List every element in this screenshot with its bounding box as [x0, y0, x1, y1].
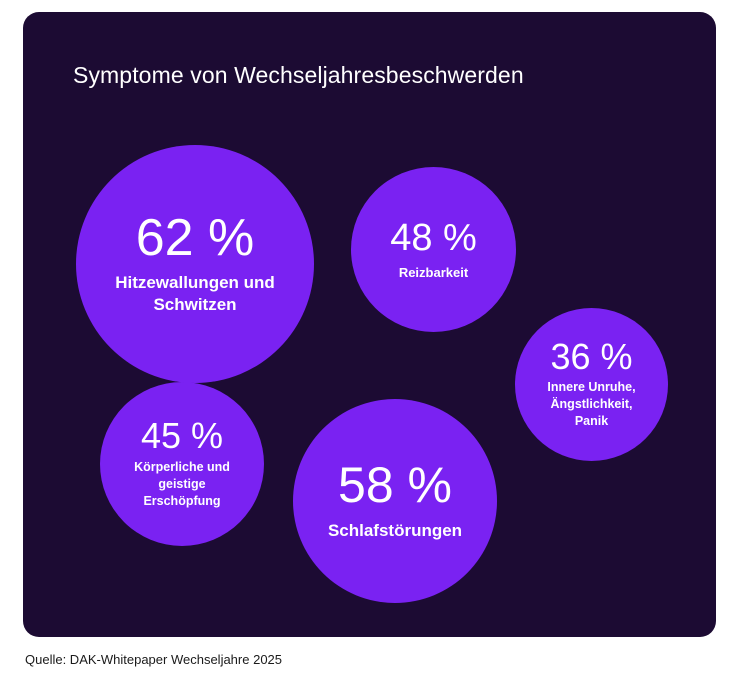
bubble-value: 36 % [550, 336, 633, 377]
bubble-innere-unruhe: 36 % Innere Unruhe, Ängstlichkeit, Panik [515, 308, 668, 461]
bubble-label: Hitzewallungen und Schwitzen [115, 273, 275, 314]
bubble-label: Innere Unruhe, Ängstlichkeit, Panik [547, 380, 636, 428]
bubble-label: Schlafstörungen [327, 521, 463, 540]
bubble-label: Körperliche und geistige Erschöpfung [134, 460, 230, 508]
bubble-value: 62 % [135, 209, 255, 267]
bubble-erschoepfung: 45 % Körperliche und geistige Erschöpfun… [100, 382, 264, 546]
bubble-value: 58 % [338, 457, 452, 513]
bubble-schlafstoerungen: 58 % Schlafstörungen [293, 399, 497, 603]
bubble-reizbarkeit: 48 % Reizbarkeit [351, 167, 516, 332]
chart-title: Symptome von Wechseljahresbeschwerden [73, 62, 524, 88]
bubble-hitzewallungen: 62 % Hitzewallungen und Schwitzen [76, 145, 314, 383]
source-note: Quelle: DAK-Whitepaper Wechseljahre 2025 [25, 652, 283, 667]
chart-panel: Symptome von Wechseljahresbeschwerden 62… [23, 12, 716, 637]
bubble-value: 45 % [140, 415, 224, 456]
bubble-value: 48 % [390, 216, 477, 259]
bubble-label: Reizbarkeit [398, 264, 469, 280]
